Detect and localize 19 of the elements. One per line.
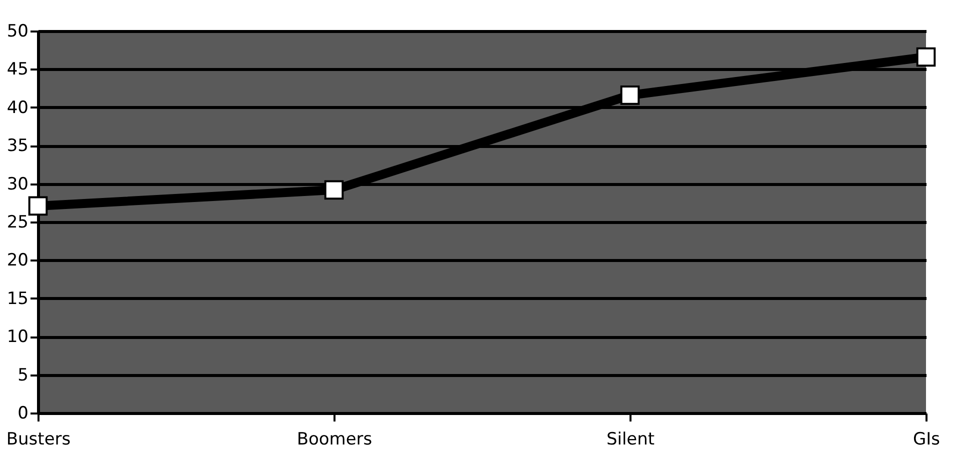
y-tick-label: 35 (6, 136, 28, 156)
y-tick-label: 20 (6, 250, 28, 271)
y-tick-label: 25 (6, 212, 28, 232)
y-tick-label: 15 (6, 288, 28, 309)
y-tick-label: 45 (6, 60, 28, 80)
y-tick-label: 30 (6, 174, 28, 194)
point (916, 47, 936, 67)
y-tick-label: 0 (18, 404, 28, 424)
x-tick-label: GIs (912, 430, 940, 450)
y-tick-label: 50 (6, 22, 28, 42)
x-tick-label: Busters (6, 430, 71, 450)
y-tick-label: 10 (6, 327, 28, 348)
y-tick-label: 5 (18, 365, 28, 386)
point (28, 196, 48, 216)
point (620, 86, 640, 105)
x-tick-label: Silent (606, 430, 655, 450)
x-tick-label: Boomers (296, 430, 372, 450)
point (324, 180, 344, 200)
y-tick-label: 40 (6, 98, 28, 118)
